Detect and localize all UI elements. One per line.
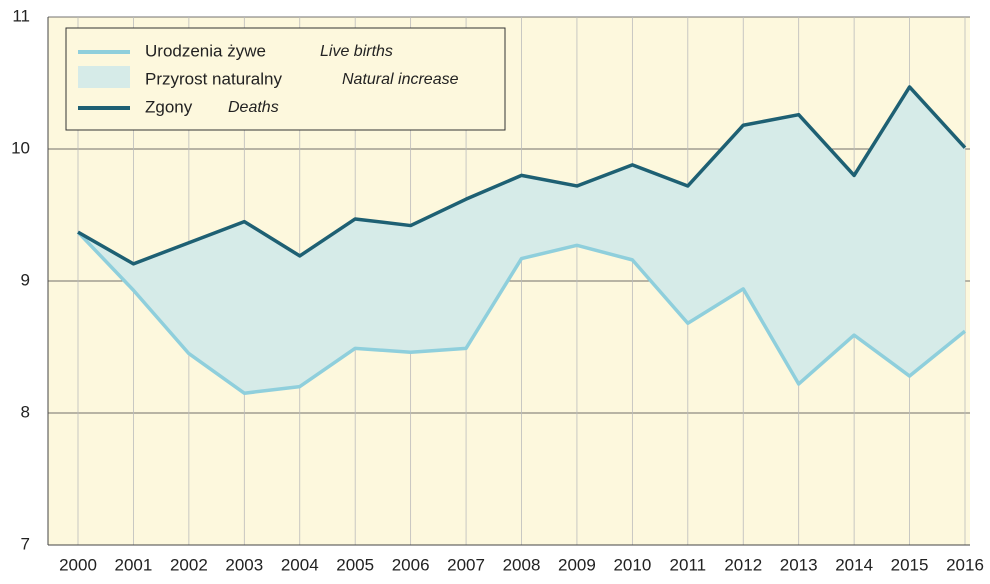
x-tick-label: 2009 bbox=[558, 555, 596, 574]
legend-label: Zgony bbox=[145, 97, 193, 116]
x-tick-label: 2008 bbox=[503, 555, 541, 574]
x-tick-label: 2016 bbox=[946, 555, 984, 574]
x-tick-label: 2011 bbox=[670, 555, 707, 574]
legend-label: Live births bbox=[320, 43, 393, 60]
x-tick-label: 2003 bbox=[225, 555, 263, 574]
area bbox=[78, 86, 965, 394]
x-tick-label: 2014 bbox=[835, 555, 873, 574]
legend-label: Natural increase bbox=[342, 71, 459, 88]
x-tick-label: 2010 bbox=[613, 555, 651, 574]
x-tick-label: 2002 bbox=[170, 555, 208, 574]
x-tick-label: 2007 bbox=[447, 555, 485, 574]
x-tick-label: 2001 bbox=[115, 555, 153, 574]
legend-label: Przyrost naturalny bbox=[145, 69, 282, 88]
x-tick-label: 2015 bbox=[891, 555, 929, 574]
x-tick-label: 2005 bbox=[336, 555, 374, 574]
x-tick-label: 2013 bbox=[780, 555, 818, 574]
legend-swatch bbox=[78, 66, 130, 88]
legend-box bbox=[65, 27, 506, 131]
legend-label: Urodzenia żywe bbox=[145, 41, 266, 60]
x-tick-label: 2012 bbox=[724, 555, 762, 574]
y-tick-label: 8 bbox=[21, 402, 30, 421]
y-tick-label: 11 bbox=[12, 6, 30, 25]
y-tick-label: 7 bbox=[21, 534, 30, 553]
line bbox=[77, 85, 967, 266]
x-tick-label: 2000 bbox=[59, 555, 97, 574]
x-tick-label: 2006 bbox=[392, 555, 430, 574]
y-tick-label: 9 bbox=[21, 270, 30, 289]
line bbox=[76, 230, 967, 395]
y-tick-label: 10 bbox=[11, 138, 30, 157]
x-tick-label: 2004 bbox=[281, 555, 319, 574]
legend-label: Deaths bbox=[228, 99, 279, 116]
